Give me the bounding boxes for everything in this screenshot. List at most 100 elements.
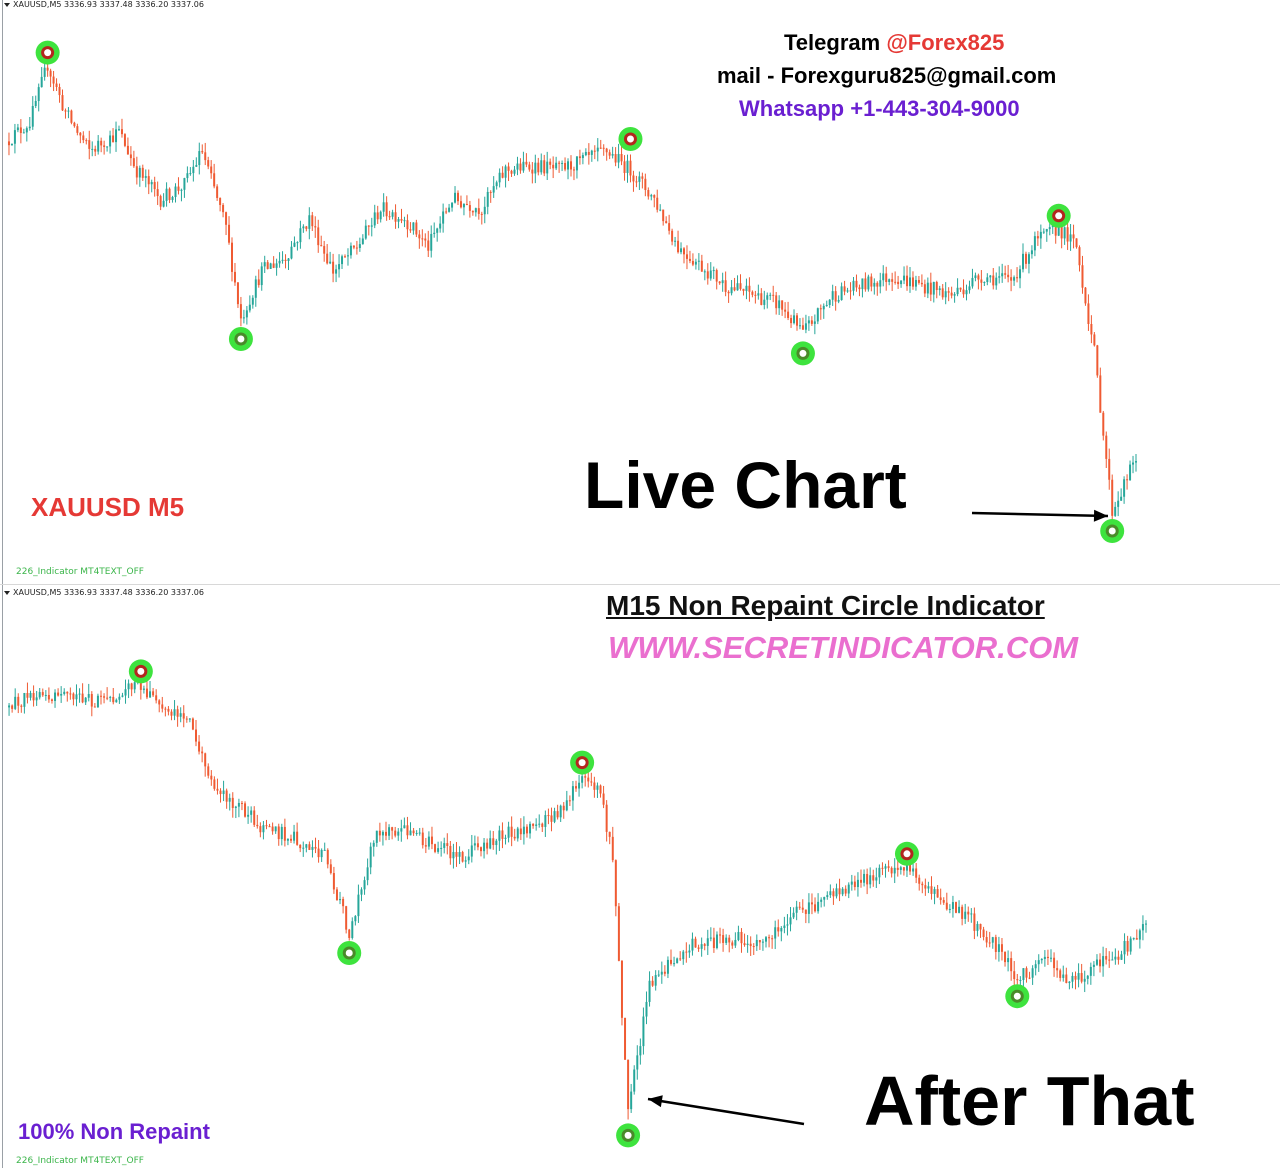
bear-candle <box>1078 247 1081 266</box>
indicator-status: 226_Indicator MT4TEXT_OFF <box>16 567 144 577</box>
chart-panel-top[interactable]: XAUUSD,M5 3336.93 3337.48 3336.20 3337.0… <box>0 0 1280 584</box>
bull-candle <box>888 279 891 283</box>
bear-candle <box>992 275 995 286</box>
bear-candle <box>79 132 82 136</box>
bear-candle <box>1053 957 1056 969</box>
bear-candle <box>897 281 900 285</box>
bull-candle <box>369 846 372 868</box>
bull-candle <box>1129 464 1132 481</box>
bull-candle <box>825 304 828 306</box>
bear-candle <box>724 280 727 292</box>
bull-candle <box>25 128 28 133</box>
bear-candle <box>290 838 292 841</box>
bear-candle <box>728 937 731 943</box>
bull-candle <box>234 806 237 808</box>
telegram-handle[interactable]: @Forex825 <box>886 30 1005 55</box>
bear-candle <box>476 843 479 848</box>
bull-candle <box>320 849 323 858</box>
bear-candle <box>547 815 550 817</box>
bear-candle <box>685 254 688 259</box>
collapse-triangle-icon[interactable] <box>4 590 10 595</box>
bear-candle <box>819 308 822 310</box>
bear-candle <box>1016 277 1019 279</box>
bull-candle <box>571 786 574 801</box>
mail-line[interactable]: mail - Forexguru825@gmail.com <box>717 63 1057 88</box>
bull-candle <box>354 916 357 922</box>
bull-candle <box>721 280 724 284</box>
bull-candle <box>287 258 290 261</box>
bear-candle <box>207 160 210 167</box>
bear-candle <box>740 931 743 944</box>
bull-candle <box>761 941 764 943</box>
bear-candle <box>860 879 862 883</box>
bear-candle <box>207 766 210 776</box>
bear-candle <box>510 170 513 174</box>
bull-candle <box>1063 227 1066 239</box>
bull-candle <box>715 934 718 949</box>
price-chart-live[interactable] <box>0 0 1280 584</box>
bull-candle <box>8 705 11 708</box>
bull-candle <box>1057 225 1060 236</box>
whatsapp-line[interactable]: Whatsapp +1-443-304-9000 <box>739 96 1020 121</box>
bear-candle <box>135 166 138 178</box>
bear-candle <box>112 696 115 703</box>
bear-candle <box>1105 435 1108 459</box>
website-link[interactable]: WWW.SECRETINDICATOR.COM <box>608 630 1079 665</box>
bull-candle <box>150 182 153 185</box>
bear-candle <box>345 906 348 930</box>
bear-candle <box>849 290 852 292</box>
bear-candle <box>620 960 623 1018</box>
price-chart-after[interactable] <box>0 585 1280 1168</box>
bear-candle <box>570 161 572 170</box>
bear-candle <box>679 958 682 960</box>
bear-candle <box>49 70 52 77</box>
bull-candle <box>149 691 152 698</box>
bull-candle <box>381 831 384 836</box>
bear-candle <box>100 140 103 146</box>
swing-low-circle-icon <box>1005 984 1030 1009</box>
bull-candle <box>998 276 1001 278</box>
bear-candle <box>700 260 703 272</box>
bear-candle <box>1054 224 1057 236</box>
bear-candle <box>11 705 14 709</box>
bull-candle <box>584 151 587 156</box>
bull-candle <box>1048 227 1051 230</box>
bull-candle <box>372 842 375 847</box>
bear-candle <box>73 122 76 127</box>
bear-candle <box>531 169 534 174</box>
bear-candle <box>257 279 260 286</box>
bull-candle <box>1132 938 1135 940</box>
bear-candle <box>568 800 571 802</box>
bull-candle <box>867 276 870 290</box>
bull-candle <box>1039 231 1042 239</box>
bear-candle <box>1010 277 1013 281</box>
bear-candle <box>733 287 736 291</box>
bear-candle <box>1004 273 1007 275</box>
bull-candle <box>581 776 584 783</box>
bear-candle <box>256 824 259 827</box>
bear-candle <box>552 164 555 169</box>
bull-candle <box>299 228 302 243</box>
bull-candle <box>565 800 568 811</box>
collapse-triangle-icon[interactable] <box>4 2 10 7</box>
bull-candle <box>495 182 498 187</box>
quote-bar: XAUUSD,M5 3336.93 3337.48 3336.20 3337.0… <box>4 0 204 9</box>
bull-candle <box>1031 968 1034 978</box>
bear-candle <box>317 848 320 858</box>
bull-candle <box>1040 959 1043 961</box>
swing-low-circle-icon <box>1100 519 1125 543</box>
bear-candle <box>519 828 522 835</box>
bull-candle <box>189 173 192 175</box>
chart-panel-bottom[interactable]: XAUUSD,M5 3336.93 3337.48 3336.20 3337.0… <box>0 584 1280 1168</box>
bear-candle <box>1099 375 1102 413</box>
bear-candle <box>1084 287 1087 304</box>
bull-candle <box>688 950 691 953</box>
bear-candle <box>103 696 106 698</box>
bear-candle <box>918 877 921 884</box>
bear-candle <box>158 700 161 705</box>
bear-candle <box>177 186 180 191</box>
bear-candle <box>329 864 332 874</box>
bear-candle <box>253 810 256 825</box>
bear-candle <box>213 779 216 789</box>
bear-candle <box>556 811 559 818</box>
